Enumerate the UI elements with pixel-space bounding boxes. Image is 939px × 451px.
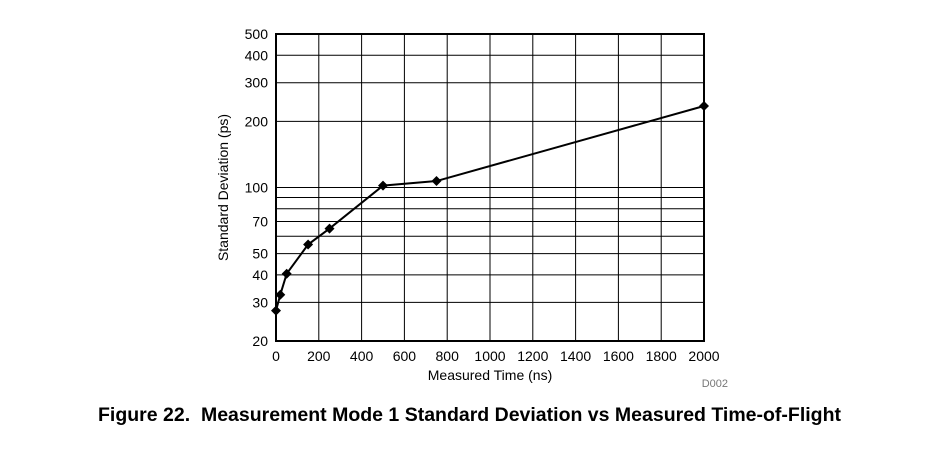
x-tick-label: 1000 xyxy=(474,348,505,364)
y-tick-label: 100 xyxy=(245,180,269,196)
x-tick-label: 1400 xyxy=(560,348,591,364)
figure-label: Figure 22. xyxy=(98,404,191,426)
x-tick-label: 800 xyxy=(436,348,460,364)
data-markers xyxy=(271,101,709,316)
data-point-marker xyxy=(699,101,709,112)
x-tick-label: 2000 xyxy=(688,348,719,364)
x-tick-label: 1200 xyxy=(517,348,548,364)
data-point-marker xyxy=(378,180,388,191)
y-tick-label: 300 xyxy=(245,75,269,91)
x-tick-label: 600 xyxy=(393,348,417,364)
y-tick-label: 500 xyxy=(245,26,269,42)
x-tick-label: 0 xyxy=(272,348,280,364)
y-tick-label: 40 xyxy=(252,267,268,283)
data-point-marker xyxy=(431,176,442,187)
y-tick-label: 400 xyxy=(245,47,269,63)
y-tick-label: 30 xyxy=(252,294,268,310)
figure-title: Measurement Mode 1 Standard Deviation vs… xyxy=(200,404,841,426)
x-tick-label: 1600 xyxy=(603,348,634,364)
data-point-marker xyxy=(324,223,335,234)
chart: 20 30 40 50 70 100 200 300 400 500 0 200 400 600 800 1… xyxy=(215,26,728,390)
figure-id: D002 xyxy=(702,378,728,390)
data-point-marker xyxy=(275,289,286,300)
figure-caption: Figure 22. Measurement Mode 1 Standard D… xyxy=(0,404,939,427)
y-tick-labels: 20 30 40 50 70 100 200 300 400 500 xyxy=(245,26,269,349)
x-tick-label: 200 xyxy=(307,348,331,364)
data-point-marker xyxy=(281,268,292,279)
plot-frame xyxy=(275,33,705,342)
y-axis-label: Standard Deviation (ps) xyxy=(215,114,231,261)
grid xyxy=(276,34,704,341)
y-tick-label: 50 xyxy=(252,246,268,262)
y-tick-label: 70 xyxy=(252,214,268,230)
data-point-marker xyxy=(303,239,314,250)
x-tick-label: 1800 xyxy=(646,348,677,364)
x-tick-labels: 0 200 400 600 800 1000 1200 1400 1600 1800 2000 xyxy=(272,348,720,364)
y-tick-label: 20 xyxy=(252,333,268,349)
data-point-marker xyxy=(271,305,281,316)
y-tick-label: 200 xyxy=(245,113,269,129)
x-tick-label: 400 xyxy=(350,348,374,364)
x-axis-label: Measured Time (ns) xyxy=(428,367,552,383)
